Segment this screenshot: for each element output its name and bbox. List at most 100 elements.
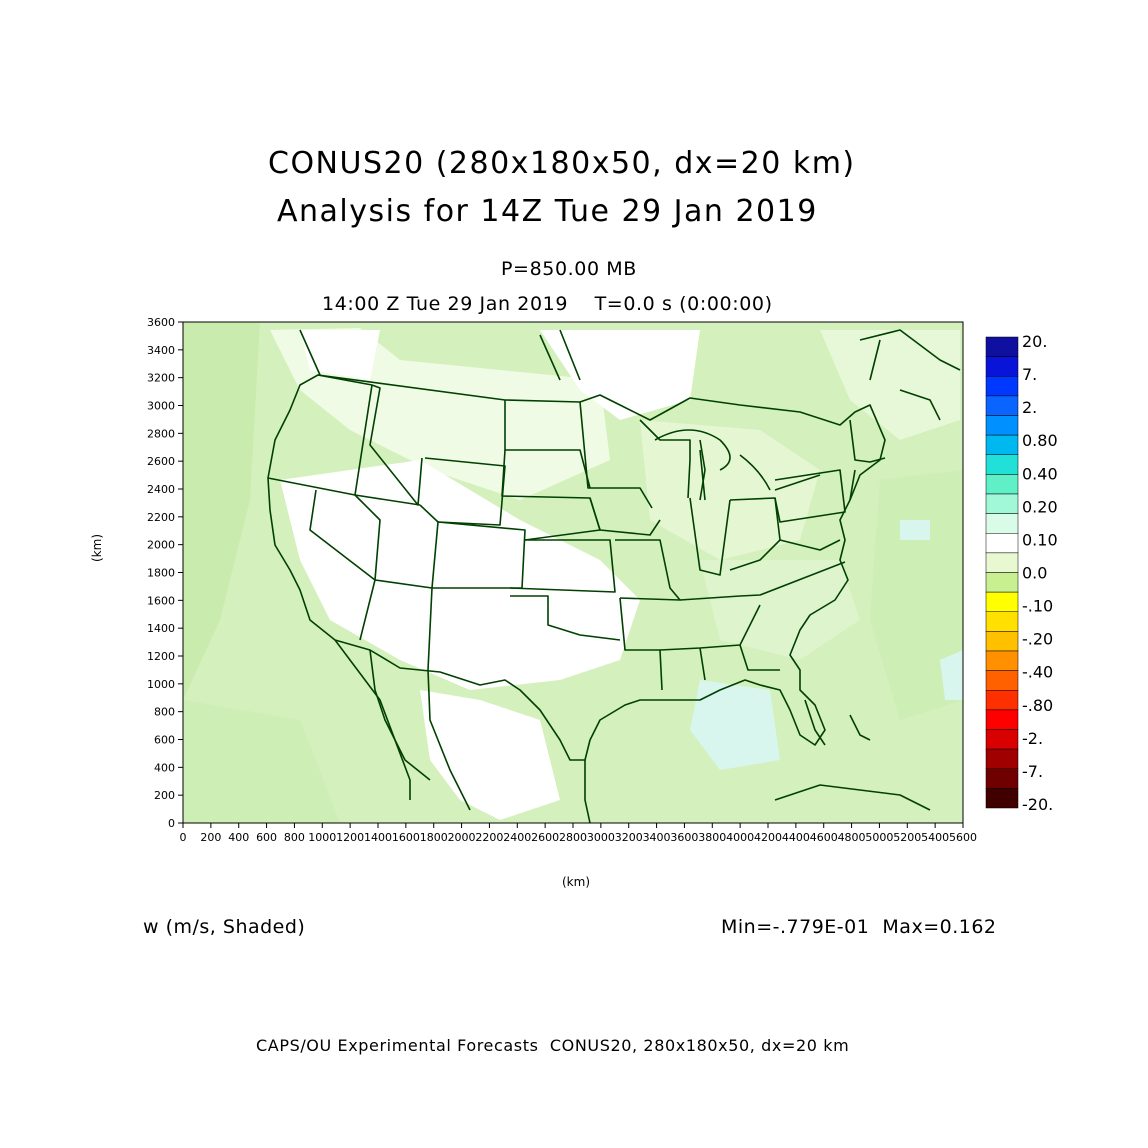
x-tick-label: 3400 (643, 831, 671, 844)
legend-swatch (985, 631, 1019, 652)
legend-swatch (985, 611, 1019, 632)
legend-swatch (985, 336, 1019, 357)
x-tick-label: 800 (284, 831, 305, 844)
color-legend: 20. 7. 2. 0.80 0.40 0.20 0.10 0.0 -.10 -.20 -.40 -.… (985, 332, 1058, 814)
legend-label: 0.10 (1022, 530, 1058, 549)
y-tick-label: 1800 (147, 567, 175, 580)
x-tick-label: 1800 (420, 831, 448, 844)
legend-swatch (985, 729, 1019, 750)
legend-swatch (985, 376, 1019, 397)
legend-swatch (985, 513, 1019, 534)
x-tick-label: 5000 (865, 831, 893, 844)
x-tick-label: 2200 (475, 831, 503, 844)
y-tick-label: 1200 (147, 650, 175, 663)
legend-label: 7. (1022, 365, 1037, 384)
y-axis-unit-label: (km) (90, 533, 104, 562)
x-axis: 0 200 400 600 800 1000 1200 1400 1600 1800 2000 220… (180, 823, 977, 844)
x-tick-label: 600 (256, 831, 277, 844)
y-tick-label: 2800 (147, 427, 175, 440)
x-tick-label: 4000 (726, 831, 754, 844)
legend-label: -.10 (1022, 597, 1053, 616)
x-tick-label: 1600 (392, 831, 420, 844)
y-tick-label: 800 (154, 706, 175, 719)
legend-swatch (985, 788, 1019, 809)
y-tick-label: 2000 (147, 539, 175, 552)
y-tick-label: 3000 (147, 400, 175, 413)
legend-swatch (985, 356, 1019, 377)
legend-swatch (985, 591, 1019, 612)
legend-swatch (985, 395, 1019, 416)
x-tick-label: 2400 (503, 831, 531, 844)
y-tick-label: 0 (168, 817, 175, 830)
legend-label: -.20 (1022, 630, 1053, 649)
y-tick-label: 1400 (147, 622, 175, 635)
y-tick-label: 200 (154, 789, 175, 802)
x-tick-label: 2000 (448, 831, 476, 844)
legend-label: -.40 (1022, 663, 1053, 682)
legend-swatch (985, 474, 1019, 495)
x-tick-label: 4600 (810, 831, 838, 844)
y-tick-label: 3600 (147, 316, 175, 329)
legend-label: -.80 (1022, 696, 1053, 715)
geographic-boundaries (267, 329, 961, 824)
legend-label: 20. (1022, 332, 1047, 351)
legend-swatch (985, 670, 1019, 691)
y-tick-label: 2200 (147, 511, 175, 524)
x-tick-label: 4400 (782, 831, 810, 844)
y-tick-label: 2600 (147, 455, 175, 468)
y-tick-label: 1000 (147, 678, 175, 691)
x-tick-label: 3600 (670, 831, 698, 844)
legend-swatch (985, 415, 1019, 436)
y-tick-label: 3400 (147, 344, 175, 357)
legend-swatch (985, 533, 1019, 554)
legend-swatch (985, 552, 1019, 573)
x-tick-label: 1200 (336, 831, 364, 844)
legend-label: 0.20 (1022, 497, 1058, 516)
x-tick-label: 2800 (559, 831, 587, 844)
x-tick-label: 1400 (364, 831, 392, 844)
x-tick-label: 2600 (531, 831, 559, 844)
legend-swatch (985, 768, 1019, 789)
legend-label: 0.40 (1022, 464, 1058, 483)
legend-swatch (985, 493, 1019, 514)
legend-swatch (985, 454, 1019, 475)
legend-swatch (985, 748, 1019, 769)
x-tick-label: 3800 (698, 831, 726, 844)
x-tick-label: 400 (228, 831, 249, 844)
y-axis: 0 200 400 600 800 1000 1200 1400 1600 1800 2000 220… (147, 316, 183, 830)
legend-swatch (985, 650, 1019, 671)
pressure-level-label: P=850.00 MB (501, 258, 637, 280)
x-tick-label: 5200 (893, 831, 921, 844)
min-max-label: Min=-.779E-01 Max=0.162 (721, 916, 997, 938)
legend-label: 2. (1022, 398, 1037, 417)
legend-label: -20. (1022, 795, 1053, 814)
x-tick-label: 3000 (587, 831, 615, 844)
legend-swatch (985, 434, 1019, 455)
valid-time-label: 14:00 Z Tue 29 Jan 2019 T=0.0 s (0:00:00… (322, 293, 773, 315)
x-tick-label: 3200 (615, 831, 643, 844)
legend-swatch (985, 572, 1019, 593)
x-axis-unit-label: (km) (562, 875, 591, 889)
legend-label: -2. (1022, 729, 1043, 748)
map-panel (183, 322, 963, 823)
chart-title-line1: CONUS20 (280x180x50, dx=20 km) (268, 146, 856, 181)
y-tick-label: 1600 (147, 594, 175, 607)
chart-title-line2: Analysis for 14Z Tue 29 Jan 2019 (277, 194, 818, 229)
x-tick-label: 200 (200, 831, 221, 844)
variable-label: w (m/s, Shaded) (143, 916, 306, 938)
legend-label: 0.80 (1022, 431, 1058, 450)
y-tick-label: 3200 (147, 372, 175, 385)
x-tick-label: 5600 (949, 831, 977, 844)
x-tick-label: 4800 (838, 831, 866, 844)
x-tick-label: 0 (180, 831, 187, 844)
x-tick-label: 4200 (754, 831, 782, 844)
x-tick-label: 1000 (308, 831, 336, 844)
x-tick-label: 5400 (921, 831, 949, 844)
y-tick-label: 600 (154, 734, 175, 747)
legend-swatch (985, 690, 1019, 711)
footer-credit: CAPS/OU Experimental Forecasts CONUS20, … (256, 1036, 850, 1055)
legend-label: 0.0 (1022, 564, 1047, 583)
legend-swatch (985, 709, 1019, 730)
y-tick-label: 2400 (147, 483, 175, 496)
